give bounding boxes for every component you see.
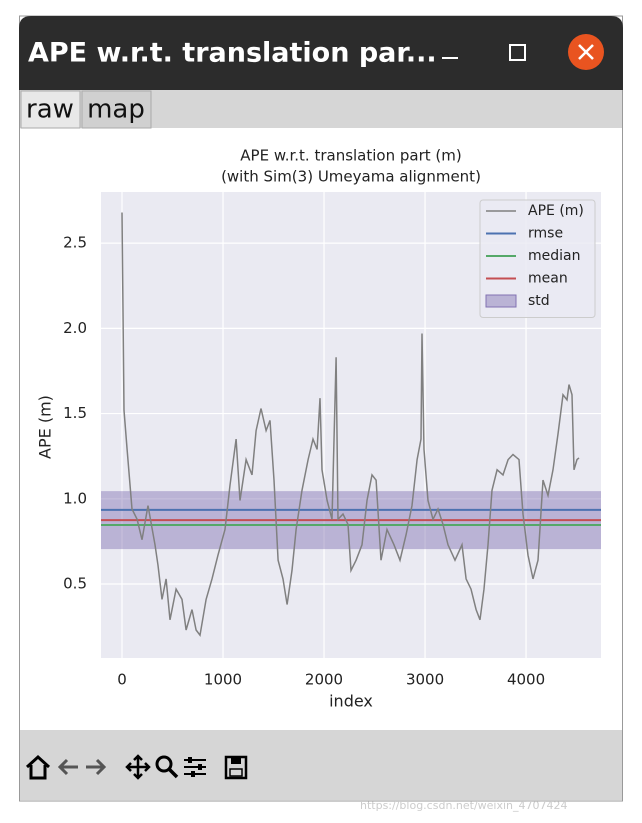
- forward-button[interactable]: [86, 758, 107, 776]
- watermark: https://blog.csdn.net/weixin_4707424: [360, 799, 568, 812]
- tab[interactable]: raw: [20, 90, 81, 129]
- configure-button[interactable]: [184, 757, 206, 777]
- maximize-button[interactable]: [509, 44, 526, 61]
- x-tick-label: 0: [117, 671, 127, 689]
- legend-swatch: [485, 294, 517, 308]
- tab-label: raw: [26, 95, 74, 125]
- window-title: APE w.r.t. translation par...: [28, 38, 437, 69]
- home-button[interactable]: [25, 754, 51, 780]
- back-button[interactable]: [57, 758, 78, 776]
- legend-label: rmse: [528, 226, 563, 242]
- y-tick-label: 0.5: [63, 575, 87, 593]
- tab-label: map: [87, 95, 145, 125]
- y-tick-label: 2.0: [63, 319, 87, 337]
- legend-label: median: [528, 248, 580, 264]
- chart-title: APE w.r.t. translation part (m): [240, 147, 461, 165]
- legend-box: [479, 199, 596, 318]
- close-button[interactable]: [568, 34, 604, 70]
- toolbar: [20, 730, 622, 800]
- y-tick-label: 1.5: [63, 404, 87, 422]
- save-button[interactable]: [224, 755, 248, 780]
- x-tick-label: 1000: [204, 671, 242, 689]
- x-tick-label: 3000: [406, 671, 444, 689]
- x-tick-label: 2000: [305, 671, 343, 689]
- legend-label: std: [528, 293, 550, 309]
- x-axis-label: index: [329, 692, 373, 711]
- chart-subtitle: (with Sim(3) Umeyama alignment): [221, 168, 481, 186]
- legend-label: APE (m): [528, 203, 584, 219]
- title-bar: [19, 16, 623, 90]
- zoom-button[interactable]: [155, 755, 179, 779]
- y-tick-label: 1.0: [63, 489, 87, 507]
- data-line: [121, 212, 580, 638]
- pan-button[interactable]: [125, 754, 151, 780]
- plot-area: 0 1000 2000 3000 4000 0.5 1.0 1.5 2.0 2.5 APE (m) r…: [63, 192, 601, 689]
- y-tick-label: 2.5: [63, 234, 87, 252]
- x-tick-label: 4000: [507, 671, 545, 689]
- legend-label: mean: [528, 271, 568, 287]
- tab[interactable]: map: [81, 90, 152, 129]
- y-axis-label: APE (m): [36, 395, 55, 459]
